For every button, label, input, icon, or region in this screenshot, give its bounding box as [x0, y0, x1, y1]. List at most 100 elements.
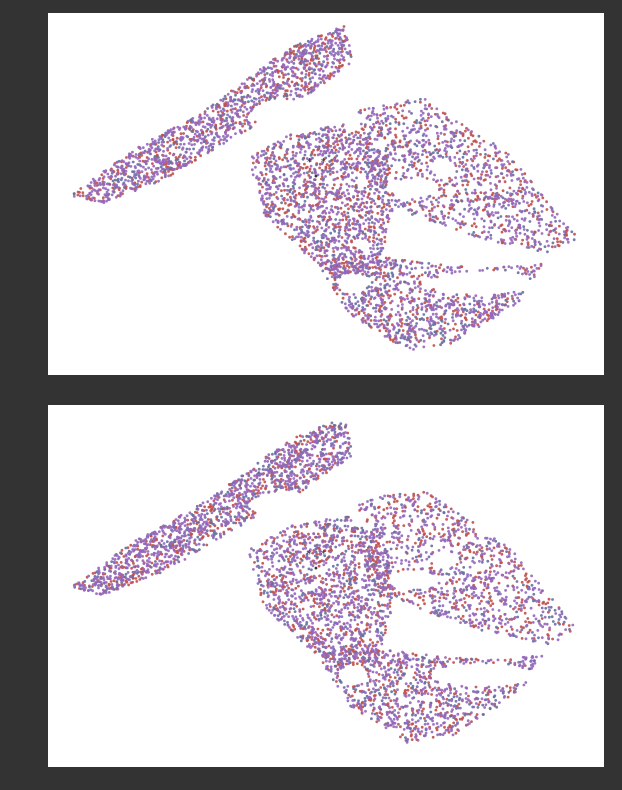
data-point: [460, 319, 464, 323]
data-point: [459, 131, 463, 135]
data-point: [194, 129, 198, 133]
data-point: [455, 228, 458, 231]
data-point: [114, 174, 117, 178]
data-point: [473, 188, 477, 192]
data-point: [383, 185, 387, 189]
data-point: [463, 323, 467, 327]
data-point: [136, 163, 140, 166]
data-point: [267, 91, 270, 95]
data-point: [335, 292, 339, 296]
data-point: [470, 191, 474, 195]
data-point: [523, 192, 527, 196]
data-point: [339, 38, 343, 41]
data-point: [547, 244, 550, 248]
data-point: [327, 245, 331, 249]
data-point: [175, 162, 178, 165]
data-point: [314, 56, 318, 60]
data-point: [489, 182, 492, 185]
data-point: [282, 173, 286, 176]
data-point: [515, 199, 519, 203]
data-point: [304, 75, 307, 79]
data-point: [198, 136, 202, 140]
data-point: [93, 184, 97, 187]
data-point: [483, 317, 487, 321]
data-point: [426, 165, 430, 168]
data-point: [349, 270, 352, 274]
data-point: [396, 310, 400, 314]
data-point: [482, 219, 486, 223]
data-point: [433, 303, 436, 306]
data-point: [222, 135, 225, 138]
data-point: [332, 31, 335, 35]
data-point: [485, 163, 489, 167]
data-point: [473, 217, 476, 221]
data-point: [346, 269, 350, 273]
data-point: [347, 192, 350, 196]
data-point: [419, 100, 422, 104]
data-point: [229, 108, 233, 112]
data-point: [533, 243, 537, 247]
data-point: [502, 176, 505, 180]
data-point: [400, 334, 404, 337]
data-point: [376, 325, 379, 329]
data-point: [403, 204, 407, 207]
data-point: [297, 141, 300, 145]
data-point: [312, 57, 315, 61]
data-point: [268, 194, 272, 197]
data-point: [189, 139, 193, 143]
data-point: [426, 304, 430, 307]
data-point: [398, 313, 402, 317]
data-point: [346, 261, 350, 265]
data-point: [358, 140, 362, 144]
data-point: [271, 74, 274, 78]
data-point: [570, 230, 574, 234]
data-point: [424, 140, 428, 144]
data-point: [388, 171, 391, 175]
data-point: [151, 177, 155, 181]
data-point: [424, 150, 428, 154]
data-point: [440, 194, 443, 198]
data-point: [309, 80, 312, 84]
data-point: [347, 265, 351, 269]
data-point: [555, 212, 559, 216]
data-point: [340, 236, 344, 239]
data-point: [529, 202, 533, 206]
data-point: [153, 158, 157, 162]
data-point: [314, 132, 318, 136]
data-point: [423, 98, 427, 101]
data-point: [206, 141, 209, 145]
data-point: [497, 296, 501, 300]
data-point: [308, 218, 311, 222]
data-point: [369, 638, 372, 642]
data-point: [250, 84, 254, 88]
data-point: [333, 151, 337, 155]
data-point: [382, 324, 386, 327]
data-point: [288, 52, 292, 56]
data-point: [233, 102, 237, 106]
data-point: [487, 302, 491, 306]
data-point: [334, 239, 338, 242]
data-point: [236, 113, 239, 117]
data-point: [390, 207, 394, 211]
data-point: [387, 217, 391, 221]
data-point: [284, 73, 287, 76]
data-point: [194, 123, 198, 127]
data-point: [171, 138, 175, 141]
data-point: [299, 88, 303, 92]
data-point: [428, 214, 432, 217]
data-point: [136, 182, 139, 186]
data-point: [430, 264, 433, 268]
data-point: [475, 713, 479, 716]
data-point: [72, 194, 76, 198]
data-point: [327, 154, 331, 158]
data-point: [517, 299, 521, 303]
data-point: [353, 151, 356, 155]
data-point: [488, 164, 491, 167]
data-point: [268, 73, 272, 77]
data-point: [351, 265, 354, 268]
data-point: [381, 276, 385, 280]
data-point: [335, 170, 339, 174]
data-point: [240, 95, 244, 99]
data-point: [321, 161, 325, 164]
data-point: [133, 188, 137, 192]
